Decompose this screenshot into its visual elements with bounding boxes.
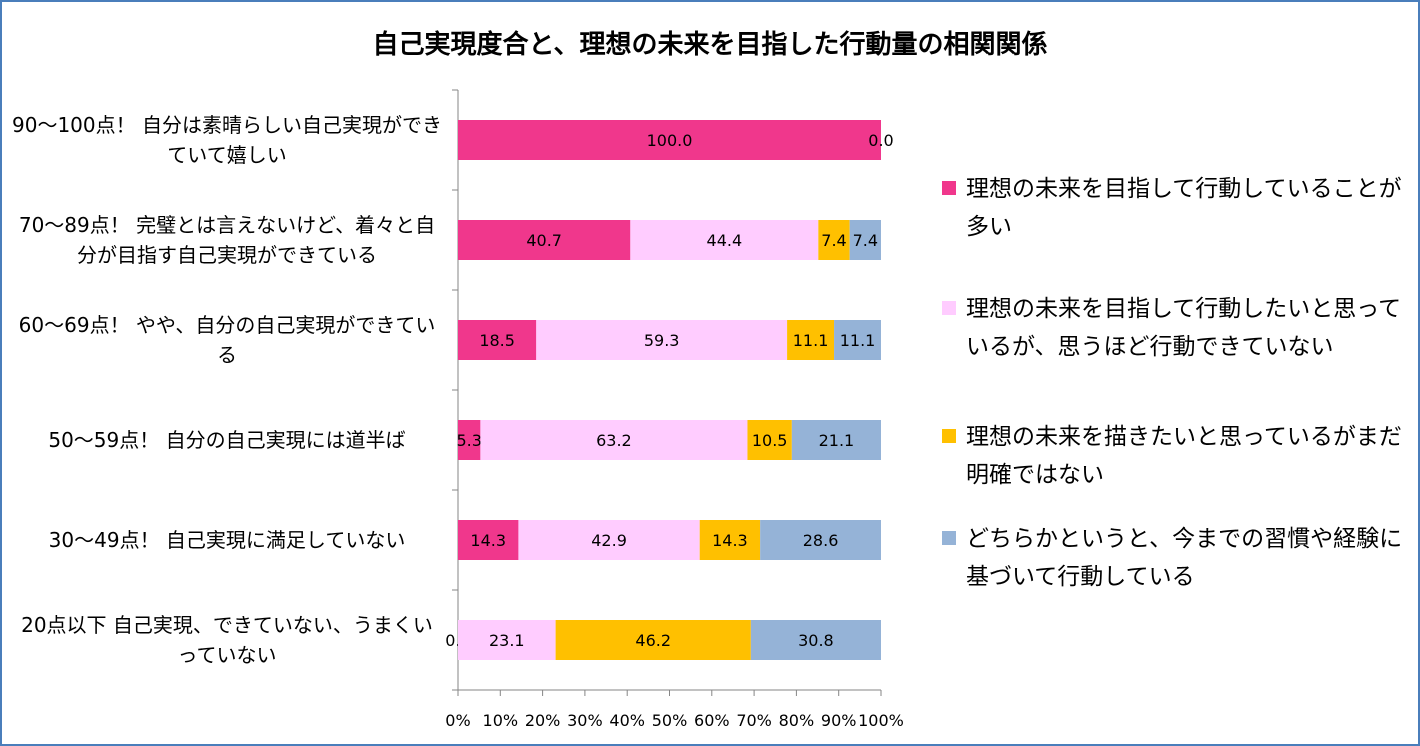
data-label: 30.8: [798, 631, 834, 650]
x-tick-label: 50%: [652, 711, 688, 730]
data-label: 5.3: [456, 431, 481, 450]
bar-segment: [760, 520, 881, 560]
bar-segment: [791, 420, 881, 460]
legend-swatch: [942, 531, 956, 545]
data-label: 18.5: [479, 331, 515, 350]
data-label: 44.4: [707, 231, 743, 250]
data-label: 100.0: [647, 131, 693, 150]
data-label: 63.2: [596, 431, 632, 450]
data-label: 10.5: [752, 431, 788, 450]
x-tick-label: 60%: [694, 711, 730, 730]
legend-swatch: [942, 301, 956, 315]
bar-segment: [699, 520, 761, 560]
x-tick-label: 90%: [821, 711, 857, 730]
bar-segment: [555, 620, 751, 660]
category-label: 50～59点！ 自分の自己実現には道半ば: [48, 428, 406, 452]
bar-segment: [458, 120, 881, 160]
bar-segment: [834, 320, 881, 360]
data-label: 7.4: [853, 231, 878, 250]
x-tick-label: 30%: [567, 711, 603, 730]
bar-segment: [849, 220, 881, 260]
bar-segment: [536, 320, 788, 360]
category-label: 20点以下 自己実現、できていない、うまくいっていない: [21, 613, 433, 667]
data-label: 7.4: [821, 231, 846, 250]
x-tick-label: 80%: [779, 711, 815, 730]
legend-swatch: [942, 429, 956, 443]
bar-segment: [458, 320, 537, 360]
bar-segment: [518, 520, 700, 560]
x-tick-label: 0%: [445, 711, 470, 730]
legend-label: どちらかというと、今までの習慣や経験に基づいて行動している: [966, 526, 1403, 590]
x-tick-label: 100%: [858, 711, 904, 730]
bar-segment: [458, 520, 519, 560]
data-label: 14.3: [712, 531, 748, 550]
chart-title: 自己実現度合と、理想の未来を目指した行動量の相関関係: [372, 30, 1048, 60]
category-label: 30～49点！ 自己実現に満足していない: [48, 528, 406, 552]
legend-swatch: [942, 181, 956, 195]
data-label: 23.1: [489, 631, 525, 650]
category-label: 60～69点！ やや、自分の自己実現ができている: [18, 313, 436, 367]
x-tick-label: 10%: [483, 711, 519, 730]
data-label: 42.9: [591, 531, 627, 550]
bar-segment: [818, 220, 850, 260]
bar-segment: [458, 420, 481, 460]
bar-segment: [458, 620, 556, 660]
x-tick-label: 70%: [736, 711, 772, 730]
data-label: 40.7: [526, 231, 562, 250]
data-label: 14.3: [470, 531, 506, 550]
category-label: 90～100点！ 自分は素晴らしい自己実現ができていて嬉しい: [12, 113, 442, 167]
data-label: 11.1: [793, 331, 829, 350]
legend-label: 理想の未来を目指して行動したいと思っているが、思うほど行動できていない: [966, 296, 1402, 360]
data-label: 0.0: [868, 131, 893, 150]
bar-segment: [747, 420, 792, 460]
data-label: 11.1: [840, 331, 876, 350]
bar-segment: [458, 220, 631, 260]
data-label: 21.1: [819, 431, 855, 450]
bar-segment: [630, 220, 819, 260]
data-label: 46.2: [635, 631, 671, 650]
bar-segment: [787, 320, 835, 360]
data-label: 59.3: [644, 331, 680, 350]
x-tick-label: 40%: [609, 711, 645, 730]
x-tick-label: 20%: [525, 711, 561, 730]
data-label: 28.6: [803, 531, 839, 550]
legend-label: 理想の未来を目指して行動していることが多い: [966, 176, 1402, 240]
bar-segment: [750, 620, 881, 660]
legend-label: 理想の未来を描きたいと思っているがまだ明確ではない: [966, 424, 1402, 488]
bar-segment: [480, 420, 748, 460]
category-label: 70～89点！ 完璧とは言えないけど、着々と自分が目指す自己実現ができている: [18, 213, 436, 267]
